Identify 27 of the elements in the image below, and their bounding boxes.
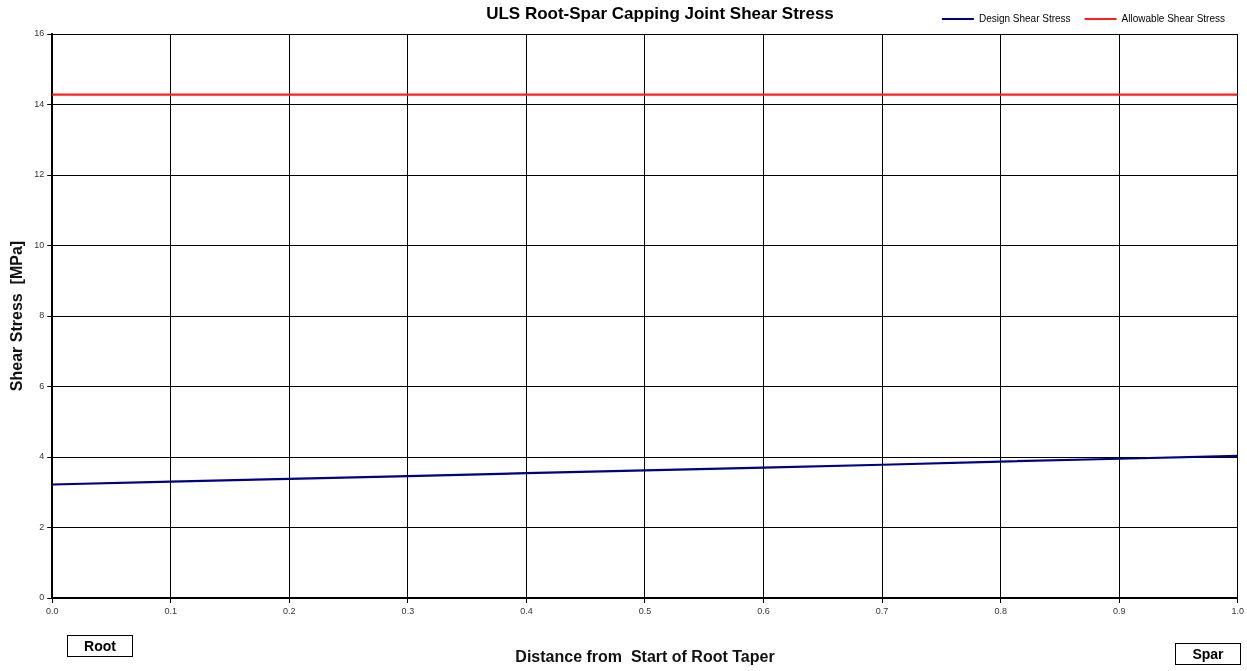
x-tick-label: 0.6 [757, 605, 770, 616]
y-tick-label: 2 [39, 521, 45, 532]
y-tick-label: 10 [34, 239, 45, 250]
y-tick-label: 16 [34, 28, 45, 39]
y-tick-label: 8 [39, 310, 45, 321]
x-tick-label: 0.1 [164, 605, 178, 616]
y-tick-label: 0 [39, 592, 45, 603]
x-tick-label: 0.3 [401, 605, 415, 616]
legend-label: Design Shear Stress [978, 12, 1071, 24]
text: Root [67, 635, 133, 657]
legend-label: Allowable Shear Stress [1121, 12, 1226, 24]
x-tick-label: 1.0 [1231, 605, 1244, 616]
x-tick-label: 0.9 [1112, 605, 1126, 616]
chart-title: ULS Root-Spar Capping Joint Shear Stress [486, 4, 834, 23]
y-axis-title: Shear Stress [MPa] [8, 240, 26, 392]
y-tick-label: 14 [34, 98, 45, 109]
x-tick-label: 0.8 [994, 605, 1007, 616]
text: Spar [1175, 643, 1241, 665]
x-axis-title: Distance from Start of Root Taper [515, 647, 775, 665]
x-tick-label: 0.0 [45, 605, 59, 616]
x-tick-label: 0.4 [520, 605, 533, 616]
y-tick-label: 6 [39, 380, 45, 391]
x-tick-label: 0.5 [638, 605, 652, 616]
x-tick-label: 0.7 [875, 605, 889, 616]
y-tick-label: 4 [39, 451, 45, 462]
y-tick-label: 12 [34, 169, 45, 180]
x-tick-label: 0.2 [283, 605, 296, 616]
